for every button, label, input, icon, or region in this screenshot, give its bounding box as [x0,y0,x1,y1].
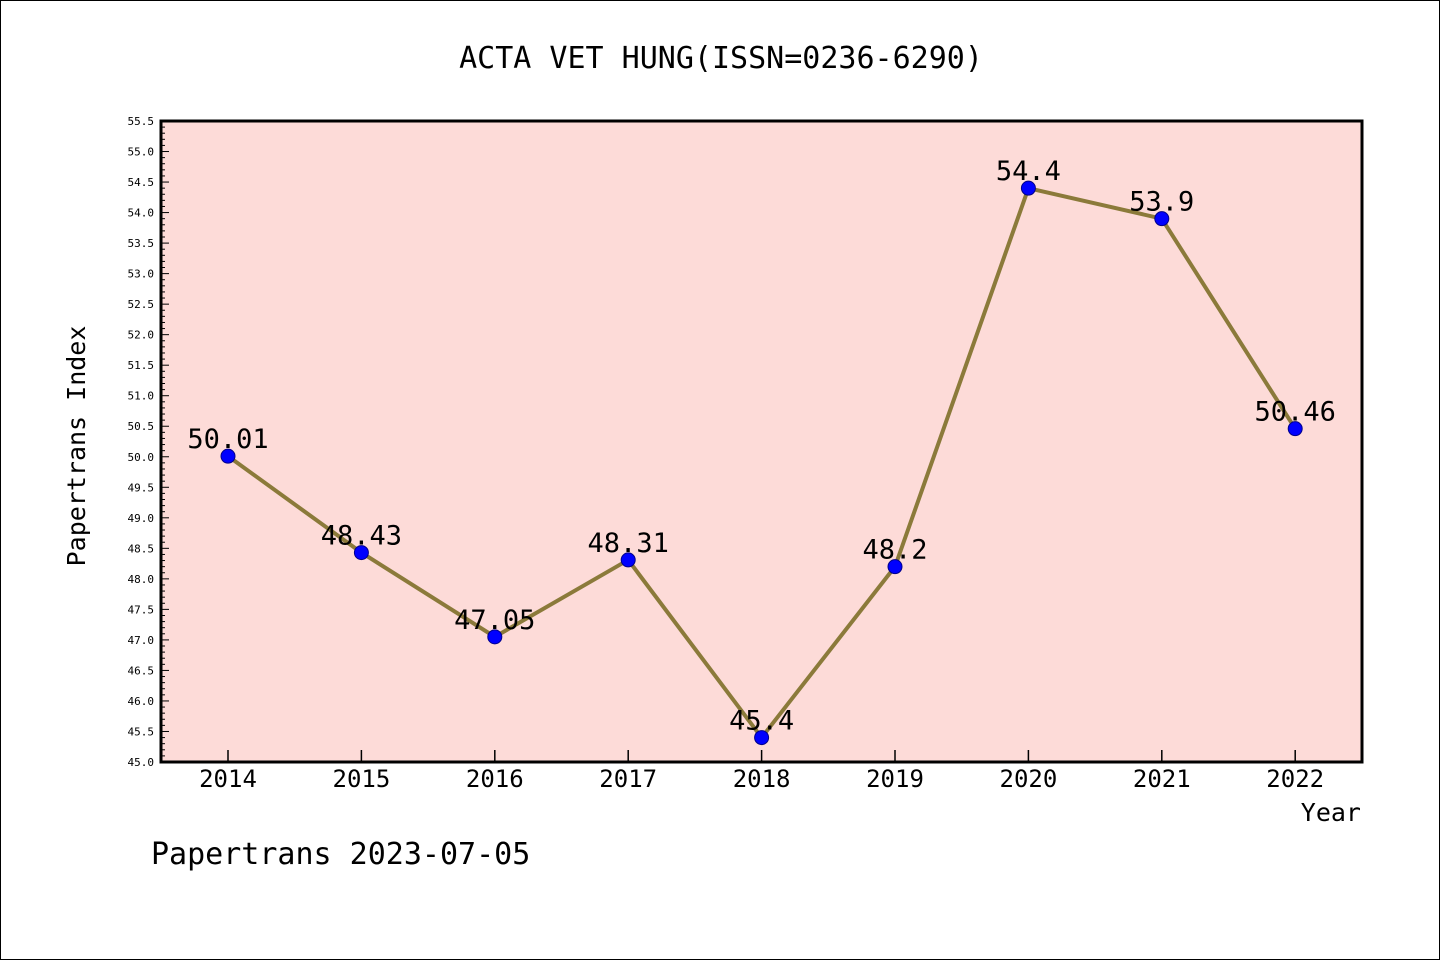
x-tick-label: 2021 [1133,765,1191,793]
x-axis-ticks: 2014 2015 2016 2017 2018 2019 2020 2021 2022 [199,750,1324,793]
data-point-marker [1154,211,1170,227]
y-tick-label: 45.0 [128,756,155,769]
data-point-marker [754,730,770,746]
data-point-marker [887,559,903,575]
y-axis-ticks: 45.0 45.5 46.0 46.5 47.0 47.5 48.0 48.5 49.0 49.5… [128,115,169,769]
y-tick-label: 54.5 [128,176,155,189]
x-tick-label: 2015 [333,765,391,793]
y-tick-label: 55.5 [128,115,155,128]
data-label: 53.9 [1129,187,1194,218]
data-label: 50.46 [1255,397,1336,428]
y-tick-label: 46.5 [128,664,155,677]
data-point-marker [1287,421,1303,437]
x-tick-label: 2016 [466,765,524,793]
y-tick-label: 50.0 [128,451,155,464]
data-point-marker [487,629,503,645]
x-tick-label: 2020 [1000,765,1058,793]
data-label: 50.01 [187,424,268,455]
y-tick-label: 47.0 [128,634,155,647]
y-tick-label: 53.0 [128,268,155,281]
y-tick-label: 54.0 [128,207,155,220]
data-label: 48.43 [321,521,402,552]
y-tick-label: 49.5 [128,481,155,494]
y-tick-label: 48.5 [128,542,155,555]
y-tick-label: 50.5 [128,420,155,433]
y-tick-label: 46.0 [128,695,155,708]
chart-title: ACTA VET HUNG(ISSN=0236-6290) [459,41,983,76]
y-tick-label: 47.5 [128,603,155,616]
x-tick-label: 2022 [1266,765,1324,793]
y-tick-label: 48.0 [128,573,155,586]
y-tick-label: 51.5 [128,359,155,372]
y-tick-label: 52.0 [128,329,155,342]
series-line-group [220,180,1303,746]
x-tick-label: 2018 [733,765,791,793]
y-tick-label: 53.5 [128,237,155,250]
x-axis-label: Year [1301,798,1361,827]
y-tick-label: 55.0 [128,146,155,159]
footer-stamp: Papertrans 2023-07-05 [151,837,530,872]
data-point-marker [220,448,236,464]
data-label: 54.4 [996,156,1061,187]
x-tick-label: 2017 [599,765,657,793]
y-tick-label: 45.5 [128,725,155,738]
y-axis-label: Papertrans Index [62,326,91,567]
data-point-marker [620,552,636,568]
y-tick-label: 51.0 [128,390,155,403]
data-point-marker [353,545,369,561]
y-tick-label: 52.5 [128,298,155,311]
x-tick-label: 2019 [866,765,924,793]
data-label: 45.4 [729,706,794,737]
data-label: 48.31 [588,528,669,559]
data-point-marker [1020,180,1036,196]
plot-area [159,119,1364,764]
data-label: 48.2 [862,535,927,566]
x-tick-label: 2014 [199,765,257,793]
data-labels-group: 50.01 48.43 47.05 48.31 45.4 48.2 54.4 53.9 50.4… [187,156,1335,736]
y-tick-label: 49.0 [128,512,155,525]
data-label: 47.05 [454,605,535,636]
